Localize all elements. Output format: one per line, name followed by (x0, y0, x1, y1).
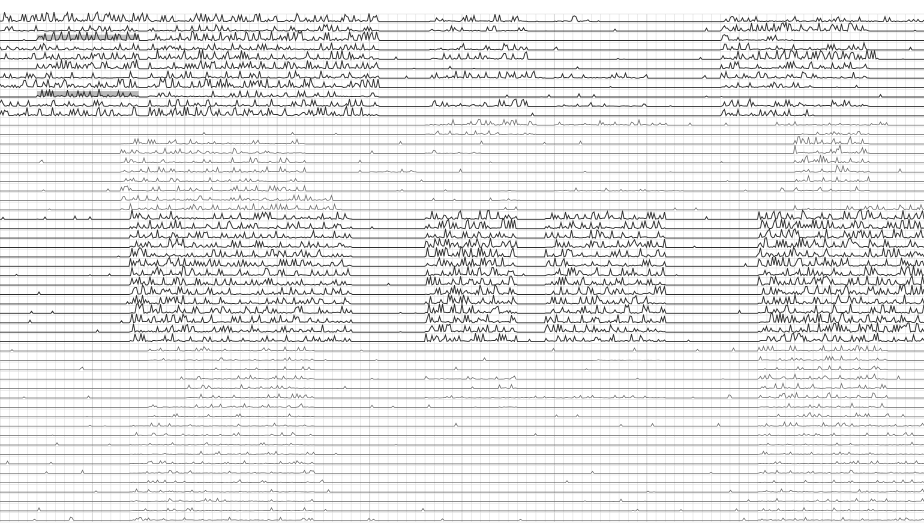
signal-trace-42 (0, 402, 924, 408)
signal-trace-20 (0, 193, 924, 201)
signal-trace-1 (0, 11, 924, 24)
signal-trace-35 (0, 332, 924, 343)
signal-trace-16 (0, 154, 924, 164)
signal-trace-30 (0, 283, 924, 297)
signal-trace-28 (0, 265, 924, 278)
signal-trace-29 (0, 274, 924, 287)
signal-trace-45 (0, 431, 924, 437)
shaded-band (37, 91, 139, 97)
signal-trace-39 (0, 373, 924, 380)
signal-trace-40 (0, 382, 924, 390)
signal-trace-10 (0, 97, 924, 108)
grid-lines (0, 13, 924, 523)
signal-trace-43 (0, 411, 924, 418)
signal-trace-3 (0, 29, 924, 42)
signal-trace-47 (0, 450, 924, 456)
signal-trace-17 (0, 164, 924, 173)
signal-trace-13 (0, 129, 924, 136)
signal-trace-50 (0, 478, 924, 484)
signal-trace-41 (0, 391, 924, 399)
signal-trace-15 (0, 143, 924, 155)
signal-trace-33 (0, 312, 924, 325)
signal-trace-27 (0, 256, 924, 268)
signal-trace-34 (0, 322, 924, 334)
signal-trace-11 (0, 104, 924, 118)
signal-trace-2 (0, 20, 924, 33)
signal-trace-5 (0, 48, 924, 61)
signal-trace-8 (0, 76, 924, 89)
signal-trace-37 (0, 355, 924, 362)
signal-trace-32 (0, 302, 924, 316)
signal-trace-12 (0, 118, 924, 127)
signal-trace-18 (0, 174, 924, 183)
signal-trace-49 (0, 469, 924, 474)
signal-trace-24 (0, 228, 924, 240)
signal-trace-51 (0, 488, 924, 493)
signal-traces (0, 11, 924, 521)
signal-trace-31 (0, 293, 924, 306)
signal-trace-36 (0, 344, 924, 352)
signal-trace-6 (0, 58, 924, 71)
signal-trace-23 (0, 217, 924, 230)
signal-trace-44 (0, 421, 924, 427)
signal-trace-46 (0, 441, 924, 446)
signal-trace-14 (0, 135, 924, 146)
signal-trace-54 (0, 516, 924, 521)
signal-trace-9 (0, 88, 924, 98)
signal-trace-4 (0, 41, 924, 52)
signal-trace-26 (0, 246, 924, 259)
signal-trace-48 (0, 459, 924, 465)
signal-trace-7 (0, 69, 924, 80)
signal-trace-19 (0, 184, 924, 192)
signal-trace-21 (0, 202, 924, 211)
signal-trace-53 (0, 506, 924, 512)
signal-trace-22 (0, 209, 924, 221)
signal-trace-38 (0, 364, 924, 371)
signal-trace-52 (0, 497, 924, 502)
